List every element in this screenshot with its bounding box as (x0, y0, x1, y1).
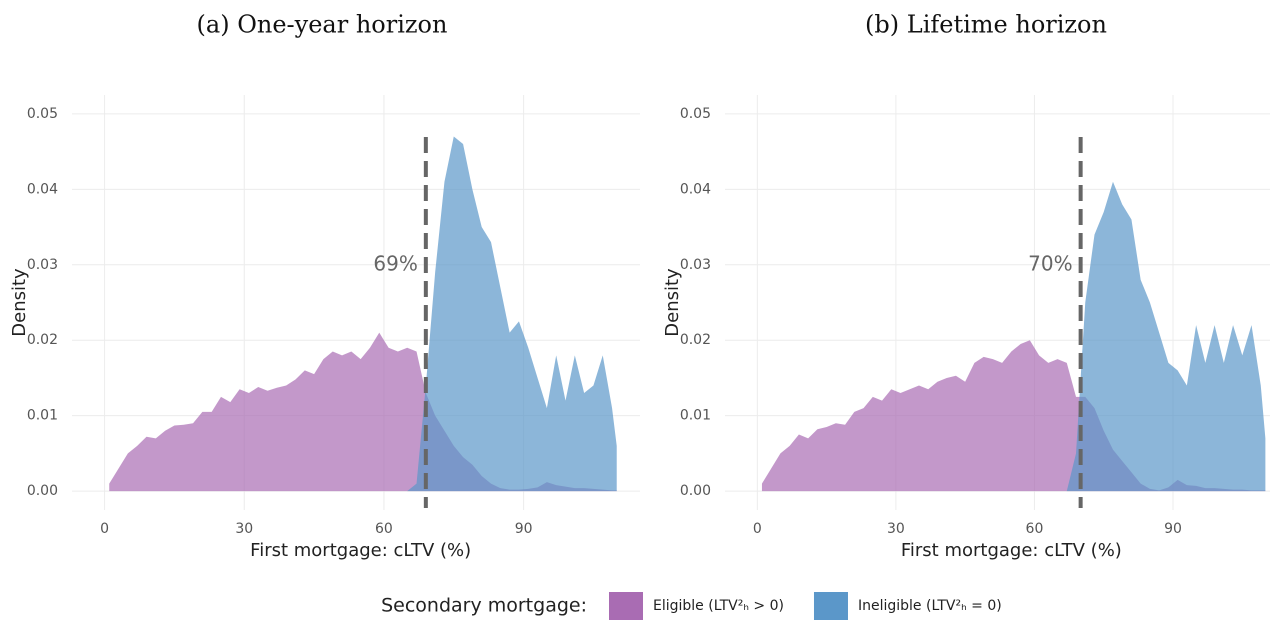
y-tick-label: 0.04 (680, 181, 711, 197)
panel-title: (b) Lifetime horizon (865, 11, 1107, 39)
legend-swatch (813, 592, 848, 620)
y-tick-label: 0.02 (27, 332, 58, 348)
density-area (1066, 181, 1266, 492)
y-tick-label: 0.03 (680, 257, 711, 273)
legend-label: Eligible (LTV²ₕ > 0) (653, 598, 784, 614)
threshold-label: 70% (1028, 251, 1072, 275)
density-area (761, 340, 1266, 492)
x-axis-label: First mortgage: cLTV (%) (901, 540, 1122, 561)
x-tick-label: 30 (887, 521, 905, 537)
density-area (109, 332, 617, 492)
y-tick-label: 0.03 (27, 257, 58, 273)
y-axis-label: Density (9, 268, 30, 337)
y-tick-label: 0.00 (680, 483, 711, 499)
x-tick-label: 0 (753, 521, 762, 537)
y-tick-label: 0.01 (27, 408, 58, 424)
x-tick-label: 90 (1164, 521, 1182, 537)
x-axis-label: First mortgage: cLTV (%) (250, 540, 471, 561)
legend-swatch (609, 592, 643, 620)
y-axis-label: Density (662, 268, 683, 337)
y-tick-label: 0.01 (680, 408, 711, 424)
legend-title: Secondary mortgage: (381, 595, 587, 617)
y-tick-label: 0.04 (27, 181, 58, 197)
y-tick-label: 0.05 (27, 106, 58, 122)
x-tick-label: 30 (235, 521, 253, 537)
y-tick-label: 0.02 (680, 332, 711, 348)
x-tick-label: 60 (1026, 521, 1044, 537)
y-tick-label: 0.05 (680, 106, 711, 122)
legend: Secondary mortgage: Eligible (LTV²ₕ > 0) I… (381, 592, 1002, 620)
legend-label: Ineligible (LTV²ₕ = 0) (858, 598, 1002, 614)
threshold-label: 69% (373, 251, 417, 275)
x-tick-label: 90 (515, 521, 533, 537)
y-tick-label: 0.00 (27, 483, 58, 499)
x-tick-label: 60 (375, 521, 393, 537)
density-area (407, 136, 617, 492)
panel-title: (a) One-year horizon (197, 11, 448, 39)
x-tick-label: 0 (100, 521, 109, 537)
